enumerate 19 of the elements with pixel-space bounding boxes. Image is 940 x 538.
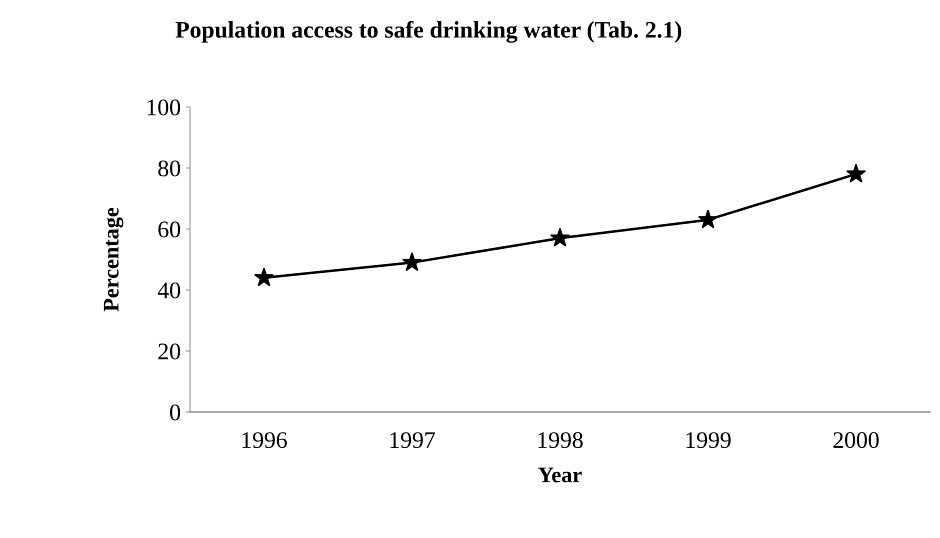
x-axis-title: Year [538, 468, 582, 482]
y-tick-label: 60 [158, 221, 180, 238]
point [550, 228, 570, 247]
y-tick-label: 0 [170, 404, 180, 420]
x-tick-label: 1998 [538, 432, 583, 448]
x-tick-label: 1997 [390, 432, 435, 448]
x-tick-label: 2000 [833, 432, 879, 448]
point [698, 209, 718, 228]
x-tick-label: 1999 [686, 432, 731, 448]
chart-title: Population access to safe drinking water (Tab. 2.1) [176, 20, 682, 43]
y-tick-label: 20 [158, 343, 180, 360]
y-tick-label: 100 [148, 99, 180, 116]
point [254, 267, 274, 286]
y-tick-label: 80 [158, 160, 180, 176]
point [402, 252, 422, 272]
x-tick-label: 1996 [242, 432, 287, 448]
point [846, 164, 866, 183]
y-tick-label: 40 [158, 282, 180, 298]
y-axis-title: Percentage [104, 208, 124, 312]
